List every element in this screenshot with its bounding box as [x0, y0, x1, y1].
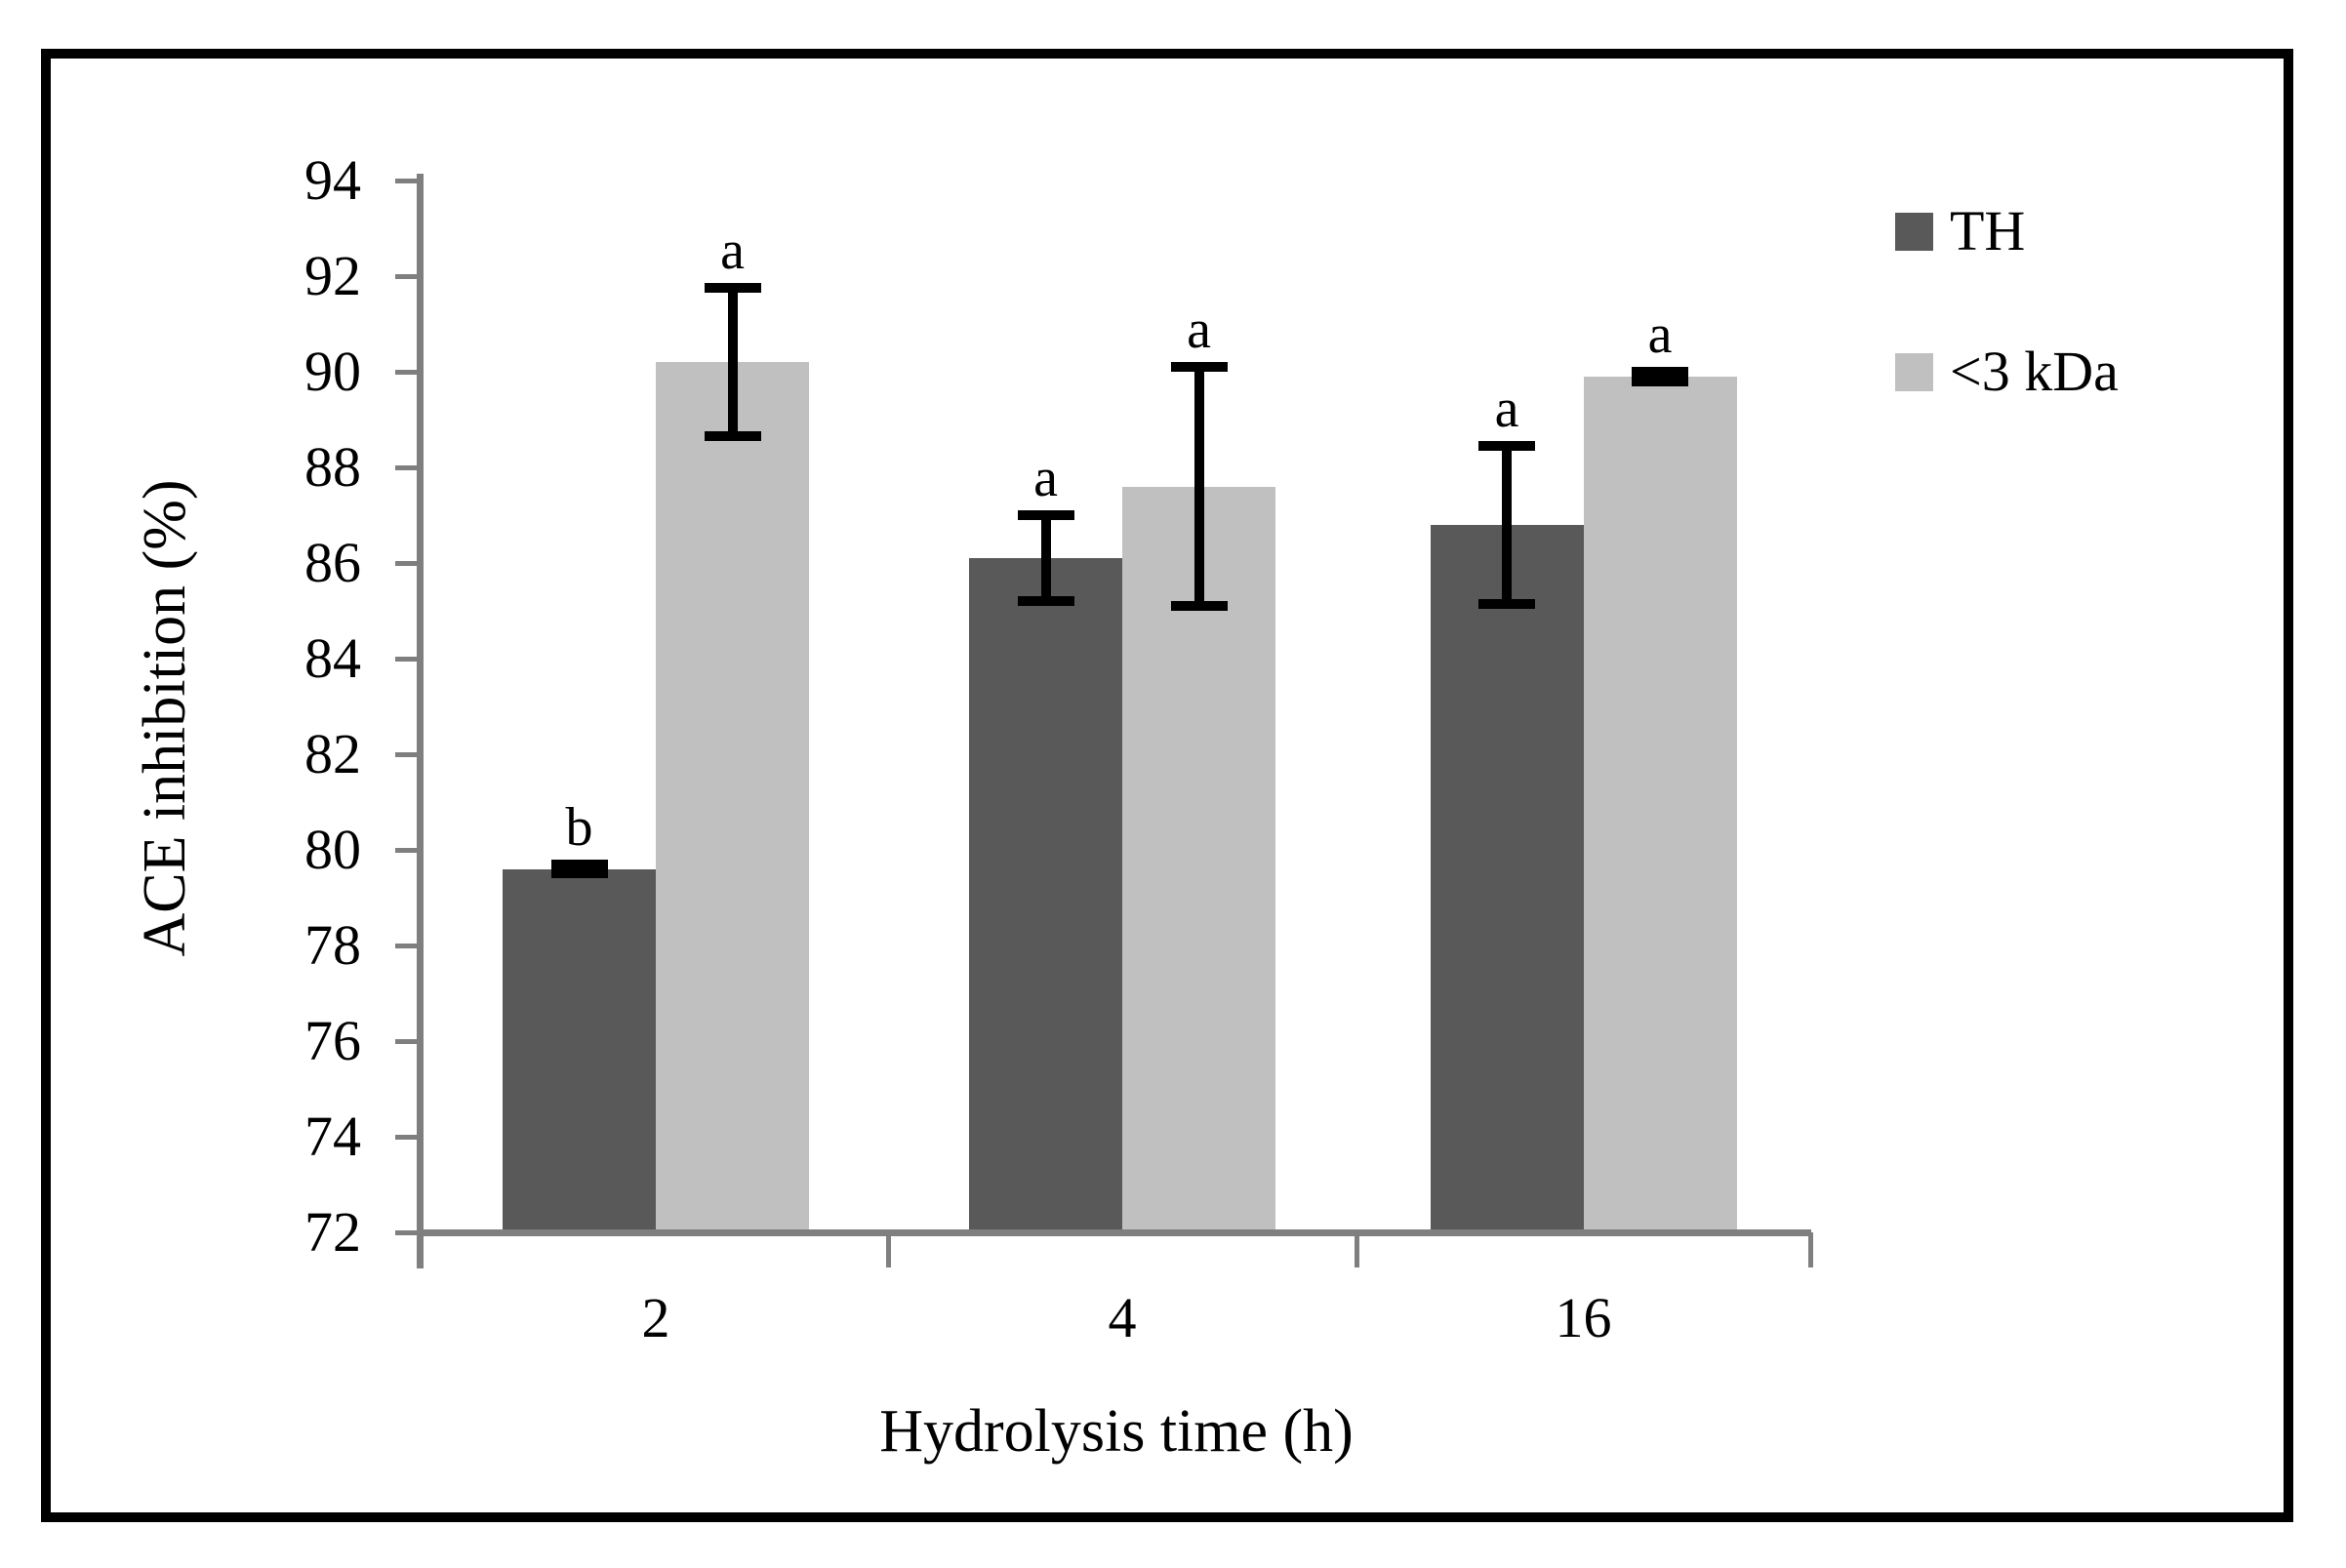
x-category-label: 4 [1108, 1286, 1137, 1349]
error-bar-cap-bottom [550, 868, 608, 879]
legend-swatch-th [1895, 213, 1933, 251]
x-category-label: 2 [641, 1286, 670, 1349]
error-bar-line [1502, 441, 1512, 609]
y-tick [395, 560, 423, 566]
bar-3kDa-16 [1583, 376, 1737, 1232]
y-tick-label: 76 [304, 1009, 361, 1072]
error-bar-cap-bottom [1632, 376, 1688, 386]
y-tick-label: 88 [304, 435, 361, 499]
y-axis-line [417, 174, 424, 1268]
y-tick [395, 1134, 423, 1140]
y-tick-label: 74 [304, 1105, 361, 1168]
error-bar-cap-bottom [1017, 596, 1074, 607]
y-tick [395, 847, 423, 853]
error-bar-line [727, 283, 738, 442]
y-tick [395, 369, 423, 375]
error-bar-cap-top [1632, 367, 1688, 378]
error-bar-cap-bottom [1478, 598, 1535, 609]
legend-label-3kda: <3 kDa [1950, 340, 2119, 403]
x-axis-line [417, 1229, 1811, 1236]
significance-letter: a [1187, 300, 1211, 361]
bar-TH-4 [969, 558, 1122, 1232]
error-bar-cap-bottom [704, 431, 761, 442]
bar-TH-2 [503, 868, 656, 1232]
y-tick [395, 273, 423, 279]
y-tick-label: 80 [304, 818, 361, 881]
error-bar-cap-top [550, 859, 608, 869]
significance-letter: b [565, 796, 593, 858]
significance-letter: a [1494, 379, 1519, 440]
significance-letter: a [720, 221, 745, 282]
x-tick [1807, 1232, 1813, 1267]
y-tick-label: 92 [304, 244, 361, 307]
x-tick [885, 1232, 891, 1267]
y-tick-label: 78 [304, 913, 361, 977]
y-tick [395, 178, 423, 183]
y-tick [395, 1229, 423, 1235]
error-bar-cap-bottom [1170, 601, 1228, 611]
y-tick [395, 464, 423, 470]
x-axis-title: Hydrolysis time (h) [879, 1398, 1354, 1465]
y-tick [395, 751, 423, 757]
y-tick [395, 943, 423, 948]
legend-swatch-3kda [1895, 353, 1933, 391]
error-bar-cap-top [1478, 441, 1535, 452]
error-bar-cap-top [1170, 362, 1228, 373]
figure-border [41, 49, 2293, 1522]
y-tick-label: 94 [304, 148, 361, 212]
y-tick-label: 82 [304, 722, 361, 785]
x-tick [1354, 1232, 1359, 1267]
error-bar-cap-top [1017, 510, 1074, 521]
significance-letter: a [1033, 448, 1058, 509]
y-tick-label: 84 [304, 626, 361, 690]
bar-3kDa-2 [656, 362, 809, 1232]
bar-TH-16 [1430, 524, 1584, 1232]
error-bar-cap-top [704, 283, 761, 294]
y-tick-label: 90 [304, 340, 361, 403]
y-tick [395, 656, 423, 662]
x-category-label: 16 [1555, 1286, 1612, 1349]
error-bar-line [1040, 510, 1051, 607]
y-tick-label: 86 [304, 531, 361, 594]
y-tick-label: 72 [304, 1200, 361, 1264]
legend-label-th: TH [1950, 199, 2026, 262]
y-tick [395, 1038, 423, 1044]
error-bar-line [1193, 362, 1204, 611]
significance-letter: a [1647, 304, 1673, 366]
